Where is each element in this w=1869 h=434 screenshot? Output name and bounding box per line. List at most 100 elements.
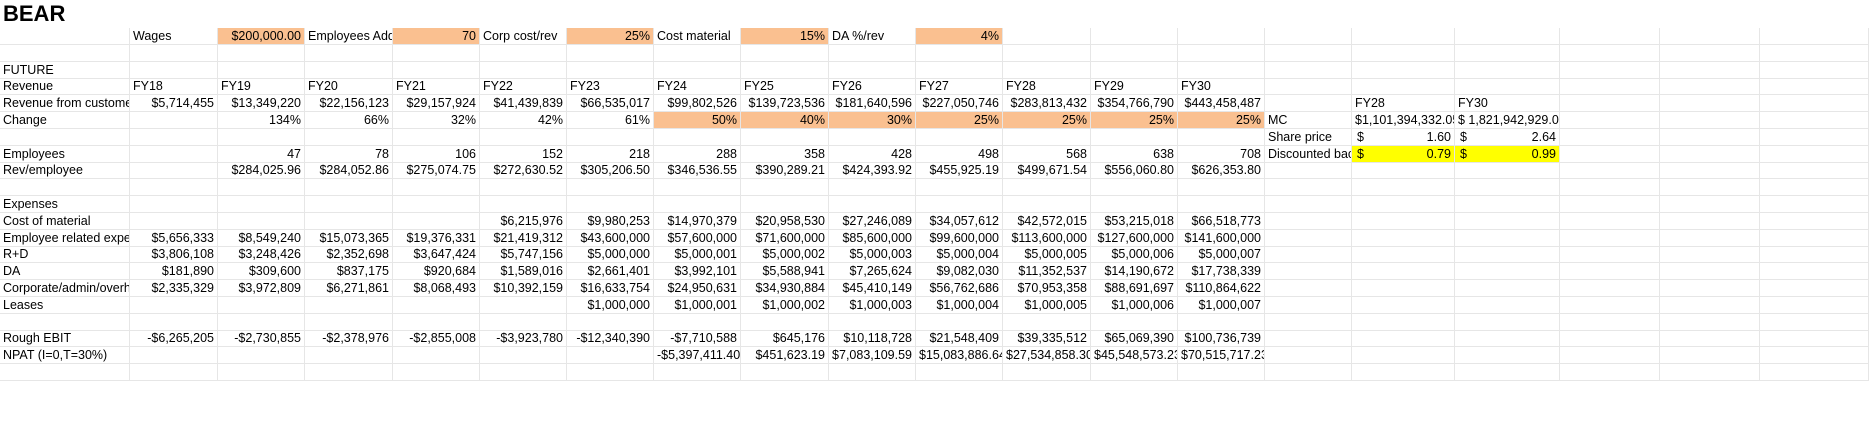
value-cell[interactable]: $99,600,000 bbox=[916, 229, 1003, 247]
empty-cell[interactable] bbox=[1660, 330, 1760, 348]
value-cell[interactable]: $10,392,159 bbox=[480, 280, 567, 297]
section-future[interactable]: FUTURE bbox=[0, 61, 130, 79]
empty-cell[interactable] bbox=[1760, 364, 1869, 381]
discounted-label[interactable]: Discounted back bbox=[1265, 145, 1352, 163]
value-cell[interactable] bbox=[130, 145, 218, 163]
empty-cell[interactable] bbox=[741, 364, 829, 381]
row-label-employee-related[interactable]: Employee related expenses bbox=[0, 229, 130, 247]
empty-cell[interactable] bbox=[1660, 313, 1760, 331]
value-cell[interactable]: $57,600,000 bbox=[654, 229, 741, 247]
valuation-year[interactable]: FY30 bbox=[1455, 95, 1560, 113]
row-label-rev-employee[interactable]: Rev/employee bbox=[0, 162, 130, 180]
value-cell[interactable]: $70,953,358 bbox=[1003, 280, 1091, 297]
empty-cell[interactable] bbox=[654, 128, 741, 146]
empty-cell[interactable] bbox=[1760, 296, 1869, 314]
value-cell[interactable]: $43,600,000 bbox=[567, 229, 654, 247]
value-cell[interactable] bbox=[305, 296, 393, 314]
empty-cell[interactable] bbox=[1265, 212, 1352, 230]
empty-cell[interactable] bbox=[1455, 28, 1560, 45]
value-cell[interactable]: $346,536.55 bbox=[654, 162, 741, 180]
empty-cell[interactable] bbox=[1455, 296, 1560, 314]
empty-cell[interactable] bbox=[130, 61, 218, 79]
empty-cell[interactable] bbox=[1265, 347, 1352, 365]
empty-cell[interactable] bbox=[1760, 229, 1869, 247]
empty-cell[interactable] bbox=[654, 44, 741, 62]
currency-value[interactable]: 0.79 $ bbox=[1352, 145, 1455, 163]
year-header[interactable]: FY30 bbox=[1178, 78, 1265, 96]
section-expenses[interactable]: Expenses bbox=[0, 196, 130, 213]
year-header[interactable]: FY20 bbox=[305, 78, 393, 96]
empty-cell[interactable] bbox=[1760, 162, 1869, 180]
empty-cell[interactable] bbox=[305, 61, 393, 79]
currency-value[interactable]: 0.99 $ bbox=[1455, 145, 1560, 163]
valuation-year[interactable]: FY28 bbox=[1352, 95, 1455, 113]
empty-cell[interactable] bbox=[1178, 179, 1265, 197]
value-cell[interactable]: $3,972,809 bbox=[218, 280, 305, 297]
empty-cell[interactable] bbox=[1560, 112, 1660, 129]
empty-cell[interactable] bbox=[829, 313, 916, 331]
value-cell[interactable]: $354,766,790 bbox=[1091, 95, 1178, 113]
empty-cell[interactable] bbox=[1178, 44, 1265, 62]
share-price-label[interactable]: Share price bbox=[1265, 128, 1352, 146]
row-label-change[interactable]: Change bbox=[0, 112, 130, 129]
empty-cell[interactable] bbox=[916, 364, 1003, 381]
empty-cell[interactable] bbox=[1091, 28, 1178, 45]
value-cell[interactable]: $5,000,004 bbox=[916, 246, 1003, 264]
value-cell[interactable]: $5,714,455 bbox=[130, 95, 218, 113]
empty-cell[interactable] bbox=[1455, 179, 1560, 197]
value-cell[interactable]: 40% bbox=[741, 112, 829, 129]
empty-cell[interactable] bbox=[1660, 263, 1760, 281]
empty-cell[interactable] bbox=[829, 179, 916, 197]
value-cell[interactable]: 568 bbox=[1003, 145, 1091, 163]
empty-cell[interactable] bbox=[1352, 229, 1455, 247]
value-cell[interactable]: 30% bbox=[829, 112, 916, 129]
value-cell[interactable]: $5,000,001 bbox=[654, 246, 741, 264]
empty-cell[interactable] bbox=[1265, 263, 1352, 281]
row-label-rough-ebit[interactable]: Rough EBIT bbox=[0, 330, 130, 348]
value-cell[interactable]: $27,534,858.30 bbox=[1003, 347, 1091, 365]
empty-cell[interactable] bbox=[916, 313, 1003, 331]
value-cell[interactable]: $5,588,941 bbox=[741, 263, 829, 281]
empty-cell[interactable] bbox=[0, 364, 130, 381]
empty-cell[interactable] bbox=[1091, 313, 1178, 331]
empty-cell[interactable] bbox=[1352, 162, 1455, 180]
year-header[interactable]: FY23 bbox=[567, 78, 654, 96]
value-cell[interactable]: 78 bbox=[305, 145, 393, 163]
value-cell[interactable]: $11,352,537 bbox=[1003, 263, 1091, 281]
empty-cell[interactable] bbox=[1003, 196, 1091, 213]
value-cell[interactable]: $7,083,109.59 bbox=[829, 347, 916, 365]
value-cell[interactable]: $113,600,000 bbox=[1003, 229, 1091, 247]
value-cell[interactable]: $443,458,487 bbox=[1178, 95, 1265, 113]
empty-cell[interactable] bbox=[1178, 28, 1265, 45]
empty-cell[interactable] bbox=[1352, 313, 1455, 331]
empty-cell[interactable] bbox=[1660, 128, 1760, 146]
empty-cell[interactable] bbox=[1560, 229, 1660, 247]
empty-cell[interactable] bbox=[567, 128, 654, 146]
value-cell[interactable]: $41,439,839 bbox=[480, 95, 567, 113]
value-cell[interactable]: $8,068,493 bbox=[393, 280, 480, 297]
empty-cell[interactable] bbox=[305, 44, 393, 62]
empty-cell[interactable] bbox=[393, 364, 480, 381]
empty-cell[interactable] bbox=[1352, 347, 1455, 365]
empty-cell[interactable] bbox=[1760, 196, 1869, 213]
value-cell[interactable]: $451,623.19 bbox=[741, 347, 829, 365]
empty-cell[interactable] bbox=[1760, 179, 1869, 197]
empty-cell[interactable] bbox=[1352, 280, 1455, 297]
empty-cell[interactable] bbox=[1178, 196, 1265, 213]
value-cell[interactable]: 25% bbox=[1178, 112, 1265, 129]
value-cell[interactable]: $7,265,624 bbox=[829, 263, 916, 281]
value-cell[interactable]: $34,930,884 bbox=[741, 280, 829, 297]
value-cell[interactable]: 106 bbox=[393, 145, 480, 163]
value-cell[interactable]: $127,600,000 bbox=[1091, 229, 1178, 247]
empty-cell[interactable] bbox=[1660, 347, 1760, 365]
empty-cell[interactable] bbox=[1091, 364, 1178, 381]
value-cell[interactable]: $3,992,101 bbox=[654, 263, 741, 281]
input-value[interactable]: 4% bbox=[916, 28, 1003, 45]
empty-cell[interactable] bbox=[916, 128, 1003, 146]
value-cell[interactable]: $1,000,003 bbox=[829, 296, 916, 314]
empty-cell[interactable] bbox=[916, 179, 1003, 197]
row-label-rd[interactable]: R+D bbox=[0, 246, 130, 264]
empty-cell[interactable] bbox=[218, 179, 305, 197]
empty-cell[interactable] bbox=[1178, 61, 1265, 79]
empty-cell[interactable] bbox=[480, 364, 567, 381]
